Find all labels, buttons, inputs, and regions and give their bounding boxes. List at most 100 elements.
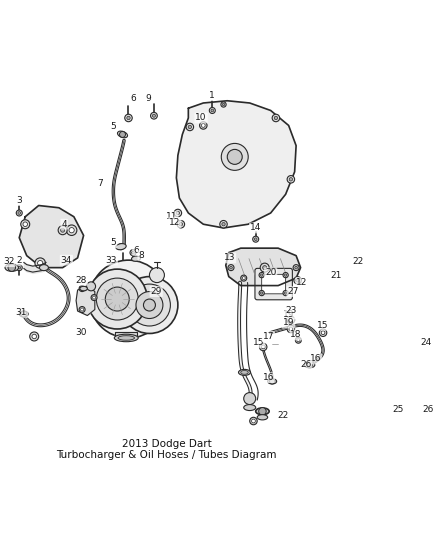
Text: 6: 6 — [131, 94, 137, 103]
Circle shape — [144, 299, 155, 311]
Circle shape — [38, 261, 43, 266]
Circle shape — [289, 318, 293, 322]
Circle shape — [296, 279, 299, 282]
Circle shape — [87, 282, 95, 291]
Ellipse shape — [5, 264, 18, 271]
Text: 13: 13 — [224, 253, 235, 262]
Circle shape — [261, 274, 263, 276]
Ellipse shape — [238, 369, 251, 375]
Text: 26: 26 — [422, 405, 434, 414]
Circle shape — [149, 268, 164, 282]
Circle shape — [179, 223, 183, 226]
Text: 15: 15 — [317, 321, 329, 330]
Circle shape — [81, 308, 84, 311]
Circle shape — [241, 275, 247, 281]
Text: 7: 7 — [97, 179, 103, 188]
Circle shape — [260, 263, 269, 272]
Circle shape — [186, 123, 194, 131]
Circle shape — [136, 292, 163, 319]
Circle shape — [221, 102, 226, 107]
Circle shape — [287, 316, 295, 324]
Text: 28: 28 — [76, 276, 87, 285]
Text: 10: 10 — [195, 114, 207, 123]
Circle shape — [127, 116, 130, 119]
Circle shape — [120, 245, 123, 248]
Circle shape — [211, 109, 214, 112]
Text: 2: 2 — [17, 256, 22, 265]
Circle shape — [92, 296, 95, 299]
Circle shape — [319, 329, 327, 336]
Text: 23: 23 — [285, 306, 297, 315]
Text: 16: 16 — [263, 373, 274, 382]
Text: 5: 5 — [111, 238, 117, 247]
Circle shape — [307, 362, 313, 368]
Circle shape — [221, 143, 248, 171]
Polygon shape — [115, 332, 138, 336]
Circle shape — [118, 244, 124, 249]
Circle shape — [177, 221, 184, 228]
Circle shape — [90, 260, 167, 338]
Ellipse shape — [244, 405, 256, 410]
Circle shape — [209, 108, 215, 114]
Circle shape — [259, 290, 264, 296]
Circle shape — [21, 220, 30, 229]
Text: 1: 1 — [209, 91, 215, 100]
Circle shape — [105, 287, 129, 311]
Text: 22: 22 — [353, 257, 364, 266]
Circle shape — [289, 177, 293, 181]
Circle shape — [35, 258, 46, 269]
Text: 8: 8 — [138, 251, 144, 260]
Circle shape — [91, 295, 97, 301]
Text: 16: 16 — [310, 354, 321, 364]
Circle shape — [228, 264, 234, 271]
Circle shape — [269, 379, 275, 384]
Text: 30: 30 — [76, 328, 87, 337]
Circle shape — [244, 393, 256, 405]
Circle shape — [16, 264, 22, 271]
Circle shape — [289, 327, 293, 331]
Circle shape — [200, 122, 207, 129]
Circle shape — [287, 325, 295, 333]
Circle shape — [295, 337, 301, 343]
Text: 32: 32 — [3, 257, 14, 266]
Circle shape — [60, 228, 65, 232]
Text: 9: 9 — [146, 94, 152, 103]
Text: 25: 25 — [392, 405, 403, 414]
Circle shape — [251, 419, 255, 423]
Circle shape — [230, 266, 232, 269]
Text: 20: 20 — [265, 268, 276, 277]
Circle shape — [294, 277, 301, 284]
Text: 18: 18 — [290, 330, 302, 340]
Circle shape — [259, 408, 266, 415]
Circle shape — [274, 116, 278, 119]
Text: 21: 21 — [330, 271, 342, 280]
Text: 19: 19 — [283, 310, 294, 319]
Circle shape — [120, 132, 126, 138]
Circle shape — [227, 149, 242, 164]
Circle shape — [81, 287, 84, 290]
Text: 2013 Dodge Dart
Turbocharger & Oil Hoses / Tubes Diagram: 2013 Dodge Dart Turbocharger & Oil Hoses… — [57, 439, 277, 461]
Circle shape — [130, 249, 136, 256]
Text: 19: 19 — [283, 319, 294, 327]
Circle shape — [125, 114, 132, 122]
Circle shape — [96, 278, 138, 320]
Circle shape — [18, 266, 21, 269]
Text: 4: 4 — [61, 220, 67, 229]
Circle shape — [174, 209, 182, 217]
Ellipse shape — [116, 244, 126, 250]
FancyBboxPatch shape — [255, 269, 293, 300]
Text: 22: 22 — [278, 410, 289, 419]
Ellipse shape — [304, 362, 315, 368]
FancyBboxPatch shape — [261, 274, 286, 294]
Circle shape — [263, 265, 267, 270]
Text: 12: 12 — [169, 218, 180, 227]
Text: 5: 5 — [111, 123, 117, 132]
Ellipse shape — [117, 131, 127, 138]
Circle shape — [250, 417, 257, 425]
Circle shape — [253, 236, 259, 242]
Circle shape — [220, 221, 227, 228]
Circle shape — [223, 103, 225, 106]
Text: 3: 3 — [16, 196, 22, 205]
Circle shape — [18, 212, 21, 214]
Circle shape — [23, 222, 28, 227]
